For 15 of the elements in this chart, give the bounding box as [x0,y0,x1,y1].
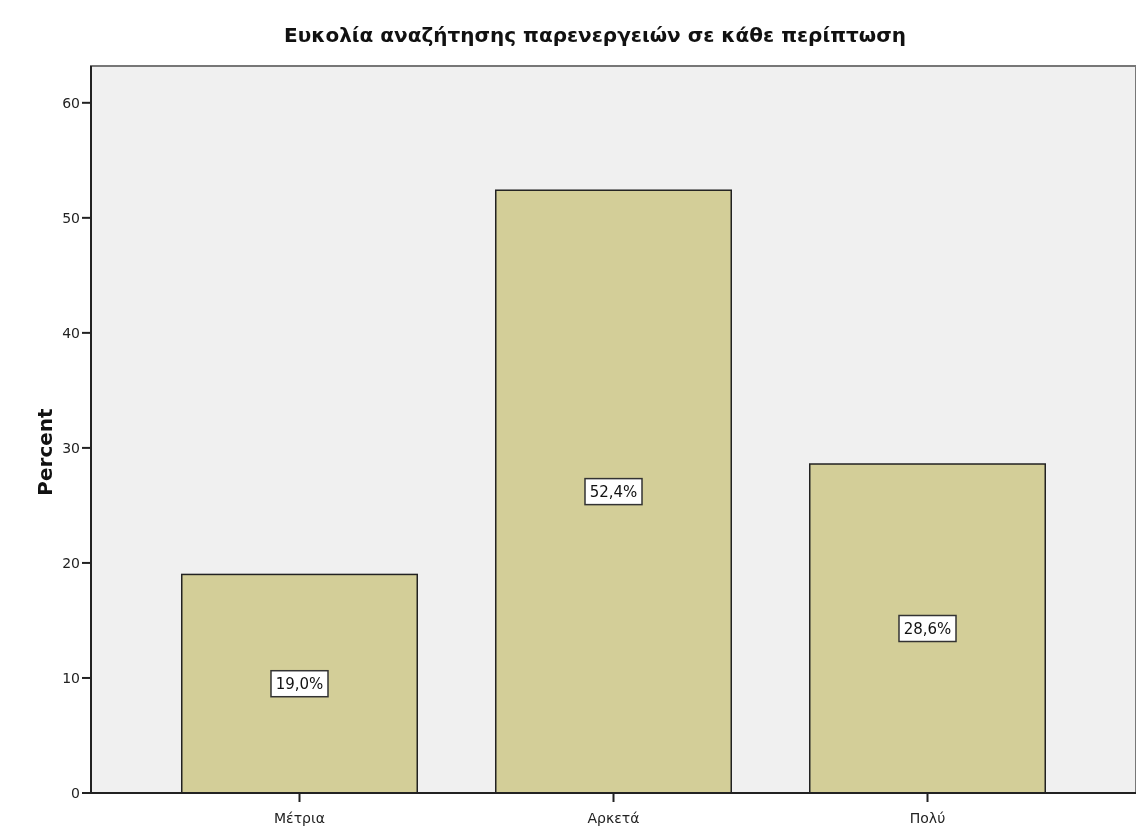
x-tick-label: Μέτρια [274,810,325,826]
data-label: 19,0% [275,675,324,694]
data-label: 52,4% [589,483,638,502]
y-tick-label: 40 [62,324,80,341]
y-tick-label: 50 [62,209,80,226]
y-axis-title: Percent [33,407,57,496]
y-tick-label: 30 [62,439,80,456]
data-label: 28,6% [903,620,952,638]
y-tick-label: 0 [71,785,80,801]
x-tick-label: Πολύ [909,810,946,826]
x-tick-label: Αρκετά [587,810,640,826]
y-tick-label: 10 [62,669,80,686]
chart-title: Ευκολία αναζήτησης παρενεργειών σε κάθε περίπτωση [284,23,906,47]
y-tick-label: 60 [62,94,80,111]
y-tick-label: 20 [62,554,80,571]
